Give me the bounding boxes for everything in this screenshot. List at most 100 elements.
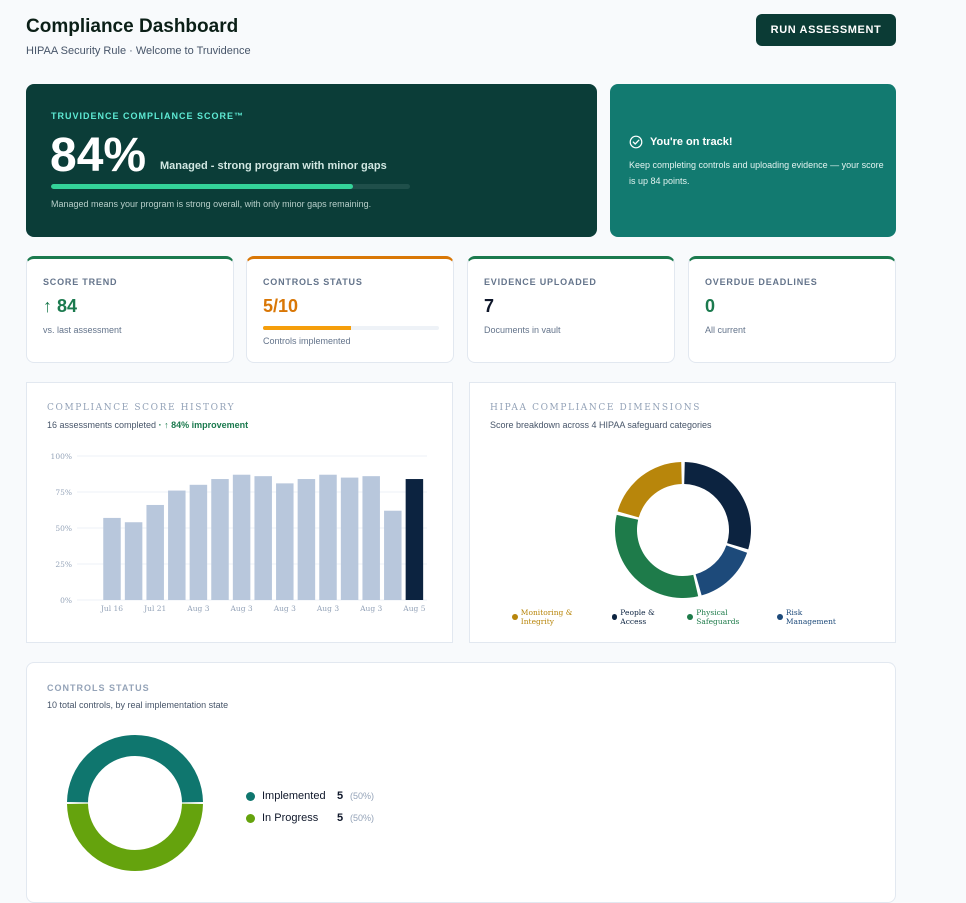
legend-item: Monitoring & Integrity <box>512 608 605 626</box>
legend-dot <box>512 614 518 620</box>
score-trend-label: SCORE TREND <box>43 277 118 287</box>
score-progress-bar <box>51 184 410 189</box>
score-trend-value: ↑ 84 <box>43 296 78 316</box>
controls-progress-bar <box>263 326 439 330</box>
legend-label: Implemented <box>262 790 326 802</box>
legend-percent: (50%) <box>350 813 375 823</box>
dimensions-subtitle: Score breakdown across 4 HIPAA safeguard… <box>490 420 712 430</box>
dimension-slice <box>617 462 682 518</box>
controls-status-card: CONTROLS STATUS 5/10 Controls implemente… <box>246 256 454 363</box>
score-trend-card: SCORE TREND ↑ 84 vs. last assessment <box>26 256 234 363</box>
on-track-text: Keep completing controls and uploading e… <box>629 160 884 186</box>
y-tick-label: 75% <box>55 488 72 497</box>
score-history-panel: COMPLIANCE SCORE HISTORY 16 assessments … <box>26 382 453 643</box>
controls-status-label: CONTROLS STATUS <box>263 277 363 287</box>
legend-item: Risk Management <box>777 608 852 626</box>
y-tick-label: 100% <box>51 452 72 461</box>
dimensions-donut-chart <box>615 462 751 598</box>
evidence-uploaded-card: EVIDENCE UPLOADED 7 Documents in vault <box>467 256 675 363</box>
legend-label: Risk Management <box>785 608 836 626</box>
legend-dot <box>611 614 618 620</box>
history-bar <box>384 510 402 600</box>
controls-progress-fill <box>263 326 351 330</box>
evidence-uploaded-value: 7 <box>484 296 495 316</box>
overdue-deadlines-sub: All current <box>705 325 746 335</box>
on-track-title: You're on track! <box>650 136 733 148</box>
y-tick-label: 25% <box>55 560 72 569</box>
overdue-deadlines-card: OVERDUE DEADLINES 0 All current <box>688 256 896 363</box>
dimension-slice <box>695 545 748 596</box>
legend-label: Monitoring & Integrity <box>520 608 573 626</box>
history-bar <box>340 477 359 600</box>
legend-dot <box>687 614 694 620</box>
legend-count: 5 <box>337 790 344 802</box>
score-history-chart: 100% 75% 50% 25% 0% Jul 16 Jul 21 Aug 3 Aug 3 Aug… <box>51 452 427 613</box>
legend-percent: (50%) <box>350 791 375 801</box>
y-tick-label: 0% <box>60 596 72 605</box>
score-label: TRUVIDENCE COMPLIANCE SCORE™ <box>51 111 245 121</box>
history-bar <box>276 483 294 600</box>
legend-item: Physical Safeguards <box>687 608 770 626</box>
history-bar <box>211 479 229 600</box>
history-bar <box>362 476 380 600</box>
legend-label: People & Access <box>620 608 655 626</box>
score-progress-fill <box>51 184 353 189</box>
x-tick-label: Aug 3 <box>316 604 339 613</box>
controls-slice <box>67 803 203 872</box>
history-bar <box>319 474 337 600</box>
header: Compliance Dashboard HIPAA Security Rule… <box>26 14 896 64</box>
dimensions-title: HIPAA COMPLIANCE DIMENSIONS <box>490 403 702 413</box>
legend-item: People & Access <box>611 608 681 626</box>
y-tick-label: 50% <box>55 524 72 533</box>
x-tick-label: Aug 3 <box>359 604 382 613</box>
dimension-slice <box>684 462 751 550</box>
score-history-title: COMPLIANCE SCORE HISTORY <box>47 403 236 413</box>
score-trend-sub: vs. last assessment <box>43 325 122 335</box>
x-tick-label: Aug 3 <box>229 604 252 613</box>
history-bar <box>146 504 164 600</box>
controls-legend-row: In Progress 5 (50%) <box>246 807 374 829</box>
score-note: Managed means your program is strong ove… <box>51 199 372 209</box>
compliance-score-card: TRUVIDENCE COMPLIANCE SCORE™ 84% Managed… <box>26 84 597 237</box>
overdue-deadlines-label: OVERDUE DEADLINES <box>705 277 818 287</box>
check-circle-icon <box>629 135 643 149</box>
legend-dot <box>777 614 783 620</box>
x-tick-label: Aug 3 <box>273 604 296 613</box>
assessments-count: 16 assessments completed <box>47 420 157 430</box>
page-subtitle: HIPAA Security Rule · Welcome to Truvide… <box>26 45 251 57</box>
legend-dot <box>246 791 255 801</box>
score-value: 84% <box>50 129 147 182</box>
controls-panel-subtitle: 10 total controls, by real implementatio… <box>47 700 229 710</box>
history-bar <box>254 476 272 600</box>
dimensions-panel: HIPAA COMPLIANCE DIMENSIONS Score breakd… <box>469 382 896 643</box>
overdue-deadlines-value: 0 <box>705 296 716 316</box>
legend-label: In Progress <box>262 812 319 824</box>
dimension-slice <box>615 514 699 598</box>
page-title: Compliance Dashboard <box>26 16 239 37</box>
score-description: Managed - strong program with minor gaps <box>160 160 387 172</box>
score-history-subtitle: 16 assessments completed · ↑ 84% improve… <box>47 420 248 430</box>
history-bar <box>405 479 424 600</box>
controls-status-value: 5/10 <box>263 296 299 316</box>
history-bar <box>232 474 251 600</box>
x-tick-label: Aug 5 <box>402 604 425 613</box>
x-tick-label: Jul 21 <box>143 604 166 613</box>
controls-donut-chart <box>67 734 203 872</box>
evidence-uploaded-label: EVIDENCE UPLOADED <box>484 277 597 287</box>
history-bar <box>168 490 186 600</box>
run-assessment-button[interactable]: RUN ASSESSMENT <box>756 14 896 46</box>
history-bar <box>103 517 121 600</box>
x-tick-label: Jul 16 <box>100 604 123 613</box>
history-bar <box>297 479 316 600</box>
legend-label: Physical Safeguards <box>696 608 740 626</box>
dimensions-legend: Monitoring & Integrity People & Access Phy… <box>512 608 852 626</box>
history-bar <box>124 522 143 600</box>
x-tick-label: Aug 3 <box>186 604 209 613</box>
controls-legend-row: Implemented 5 (50%) <box>246 785 374 807</box>
legend-count: 5 <box>337 812 344 824</box>
history-bar <box>189 484 208 600</box>
controls-legend: Implemented 5 (50%) In Progress 5 (50%) <box>246 785 374 829</box>
legend-dot <box>246 813 255 823</box>
controls-status-sub: Controls implemented <box>263 336 351 346</box>
evidence-uploaded-sub: Documents in vault <box>484 325 561 335</box>
